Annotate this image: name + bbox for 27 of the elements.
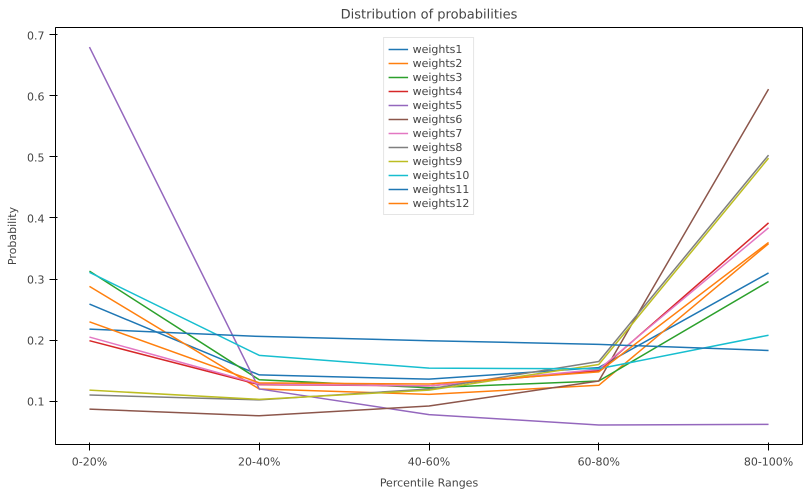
legend-label: weights3 bbox=[412, 70, 462, 84]
legend-label: weights10 bbox=[412, 168, 470, 182]
chart-title: Distribution of probabilities bbox=[340, 8, 518, 22]
x-tick-label: 80-100% bbox=[744, 456, 794, 468]
legend-label: weights11 bbox=[412, 182, 470, 196]
legend-label: weights1 bbox=[412, 42, 462, 56]
x-tick-label: 60-80% bbox=[578, 456, 620, 468]
legend-label: weights7 bbox=[412, 126, 462, 140]
legend-label: weights2 bbox=[412, 56, 462, 70]
y-tick-label: 0.4 bbox=[27, 212, 45, 226]
x-axis-title: Percentile Ranges bbox=[380, 476, 478, 490]
legend-label: weights12 bbox=[412, 196, 470, 210]
y-axis-title: Probability bbox=[6, 206, 20, 266]
y-tick-label: 0.6 bbox=[27, 90, 45, 104]
x-tick-label: 40-60% bbox=[408, 456, 450, 468]
legend-label: weights9 bbox=[412, 154, 462, 168]
legend-label: weights8 bbox=[412, 140, 462, 154]
y-tick-label: 0.2 bbox=[27, 334, 45, 348]
legend-label: weights5 bbox=[412, 98, 462, 112]
y-tick-label: 0.7 bbox=[27, 29, 45, 42]
y-tick-label: 0.1 bbox=[27, 396, 45, 409]
x-tick-label: 20-40% bbox=[238, 456, 280, 468]
legend-label: weights6 bbox=[412, 112, 462, 126]
y-tick-label: 0.5 bbox=[27, 151, 45, 164]
x-tick-label: 0-20% bbox=[72, 456, 108, 468]
y-tick-label: 0.3 bbox=[27, 274, 45, 287]
legend-label: weights4 bbox=[412, 84, 462, 98]
